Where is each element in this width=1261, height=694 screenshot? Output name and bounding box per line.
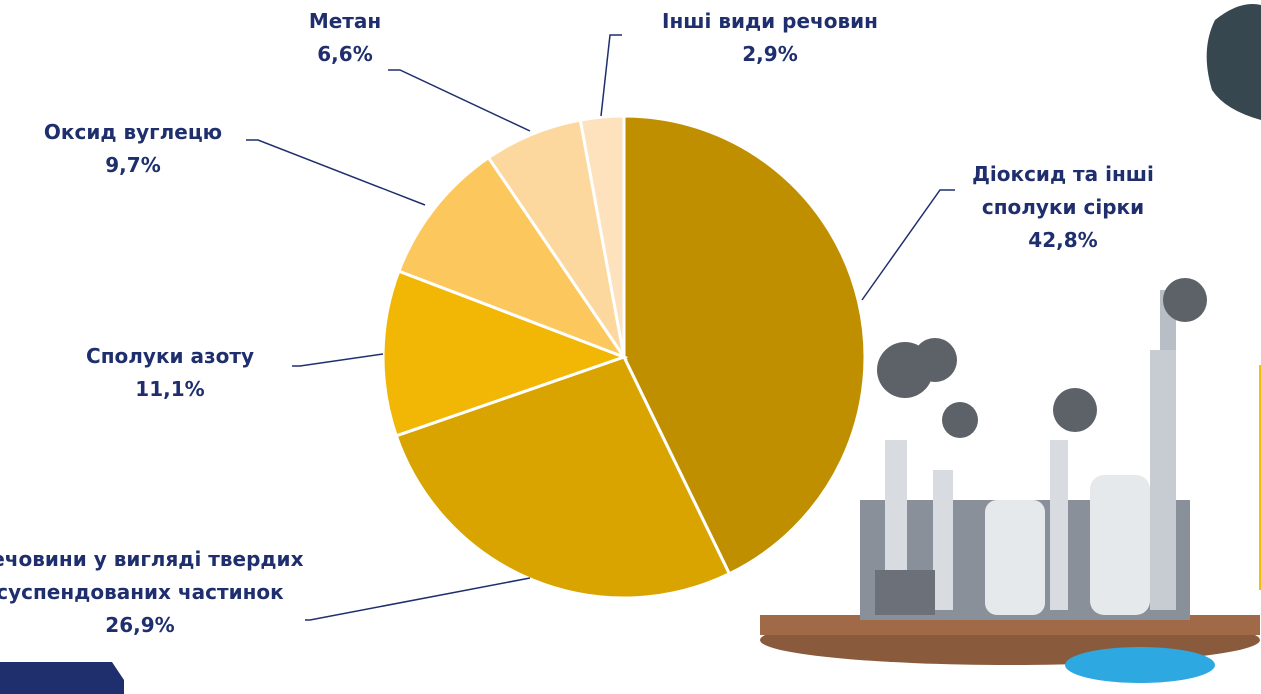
slice-name: Речовини у вигляді твердих суспендованих… [0,547,304,604]
slice-name: Інші види речовин [662,9,878,33]
slice-name: Діоксид та інші сполуки сірки [972,162,1154,219]
slice-value: 2,9% [742,42,798,66]
slice-value: 42,8% [1028,228,1098,252]
slice-value: 6,6% [317,42,373,66]
slice-name: Оксид вуглецю [43,120,223,144]
pie-slice [622,114,867,576]
slice-value: 11,1% [135,377,205,401]
pie-slice [394,355,732,600]
slice-name: Сполуки азоту [86,344,254,368]
pie-slice [396,155,628,361]
slice-name: Метан [308,9,382,33]
pie-slice [381,269,629,438]
slice-label: Діоксид та інші сполуки сірки 42,8% [958,158,1168,257]
pie-slice [578,114,626,358]
slice-value: 26,9% [105,613,175,637]
slice-label: Оксид вуглецю 9,7% [0,116,283,182]
factory-illustration [760,278,1261,683]
slice-value: 9,7% [105,153,161,177]
decoration-tab [0,662,124,694]
decoration-rock [1206,4,1261,120]
slice-label: Метан 6,6% [245,5,445,71]
leader-lines [246,34,955,621]
slice-label: Сполуки азоту 11,1% [20,340,320,406]
slice-label: Речовини у вигляді твердих суспендованих… [0,543,305,642]
slice-label: Інші види речовин 2,9% [610,5,930,71]
